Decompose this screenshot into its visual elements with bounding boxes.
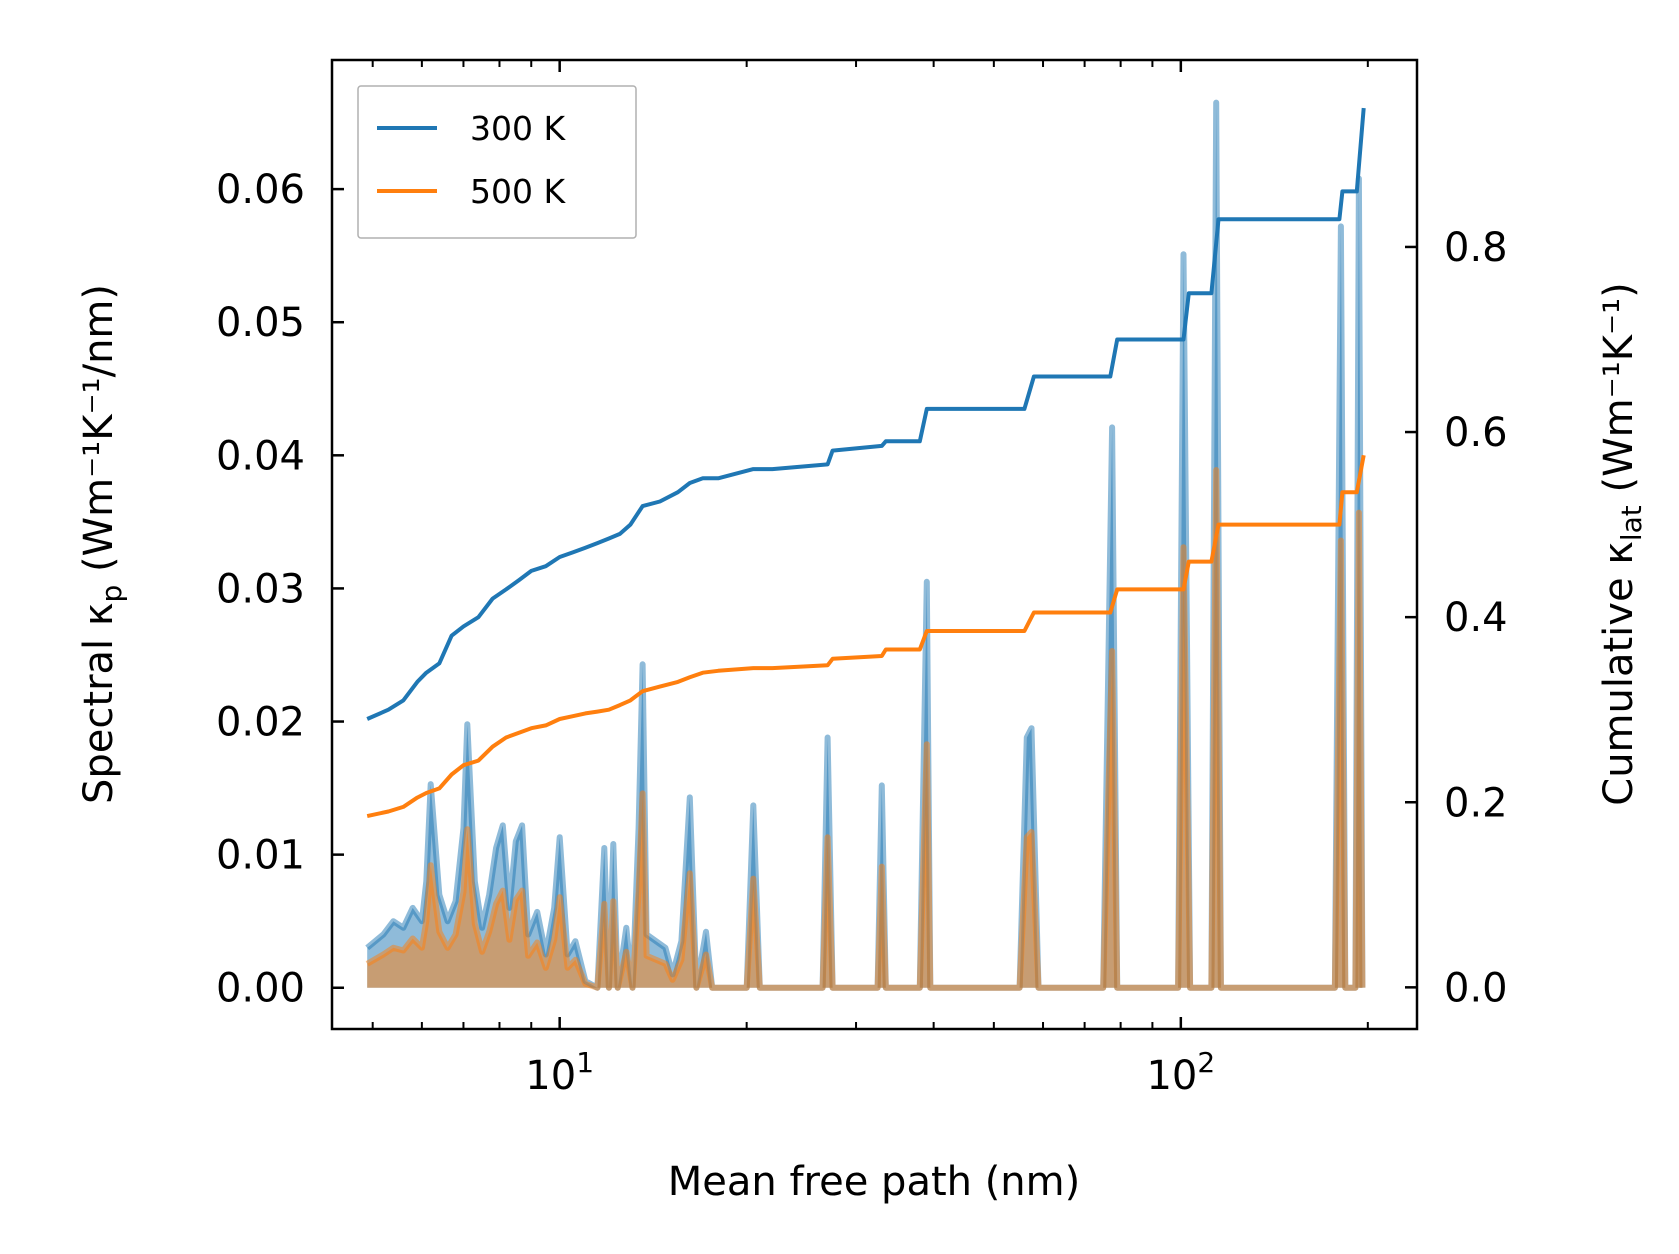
spectral-line-500k xyxy=(365,467,1366,991)
cumulative-line-500k xyxy=(366,454,1366,819)
right-tick-label: 0.4 xyxy=(1444,595,1508,641)
right-axis-title: Cumulative κlat (Wm⁻¹K⁻¹) xyxy=(1596,282,1648,805)
tick-labels: 0.00 0.01 0.02 0.03 0.04 0.05 0.06 0.0 0.2 0.4 0.6… xyxy=(216,167,1508,1099)
left-tick-label: 0.01 xyxy=(216,833,305,879)
left-tick-label: 0.03 xyxy=(216,566,305,612)
spectral-lines xyxy=(365,99,1366,991)
legend-frame xyxy=(357,85,637,239)
left-tick-label: 0.02 xyxy=(216,700,305,746)
cumulative-lines xyxy=(366,107,1366,819)
plot-frame xyxy=(330,58,1419,1031)
left-tick-label: 0.04 xyxy=(216,433,305,479)
x-axis-title: Mean free path (nm) xyxy=(668,1159,1080,1205)
left-axis-title-prefix: Spectral κ xyxy=(76,603,122,804)
right-tick-label: 0.6 xyxy=(1444,410,1508,456)
right-axis-title-prefix: Cumulative κ xyxy=(1596,541,1642,806)
right-tick-label: 0.2 xyxy=(1444,780,1508,826)
cumulative-line-300k xyxy=(366,107,1366,721)
right-tick-label: 0.8 xyxy=(1444,225,1508,271)
left-axis-title-unit: (Wm⁻¹K⁻¹/nm) xyxy=(76,284,122,585)
left-tick-label: 0.00 xyxy=(216,966,305,1012)
left-tick-label: 0.06 xyxy=(216,167,305,213)
right-axis-title-unit: (Wm⁻¹K⁻¹) xyxy=(1596,282,1642,505)
ticks xyxy=(332,60,1417,1029)
legend-label-300k: 300 K xyxy=(470,109,566,148)
x-tick-label: 101 xyxy=(525,1046,594,1099)
legend-label-500k: 500 K xyxy=(470,172,566,211)
right-tick-label: 0.0 xyxy=(1444,965,1508,1011)
right-axis-title-sub: lat xyxy=(1615,505,1648,541)
x-tick-label: 102 xyxy=(1146,1046,1215,1099)
left-axis-title: Spectral κp (Wm⁻¹K⁻¹/nm) xyxy=(76,284,128,804)
left-tick-label: 0.05 xyxy=(216,300,305,346)
legend: 300 K 500 K xyxy=(357,85,637,239)
left-axis-title-sub: p xyxy=(95,585,128,603)
